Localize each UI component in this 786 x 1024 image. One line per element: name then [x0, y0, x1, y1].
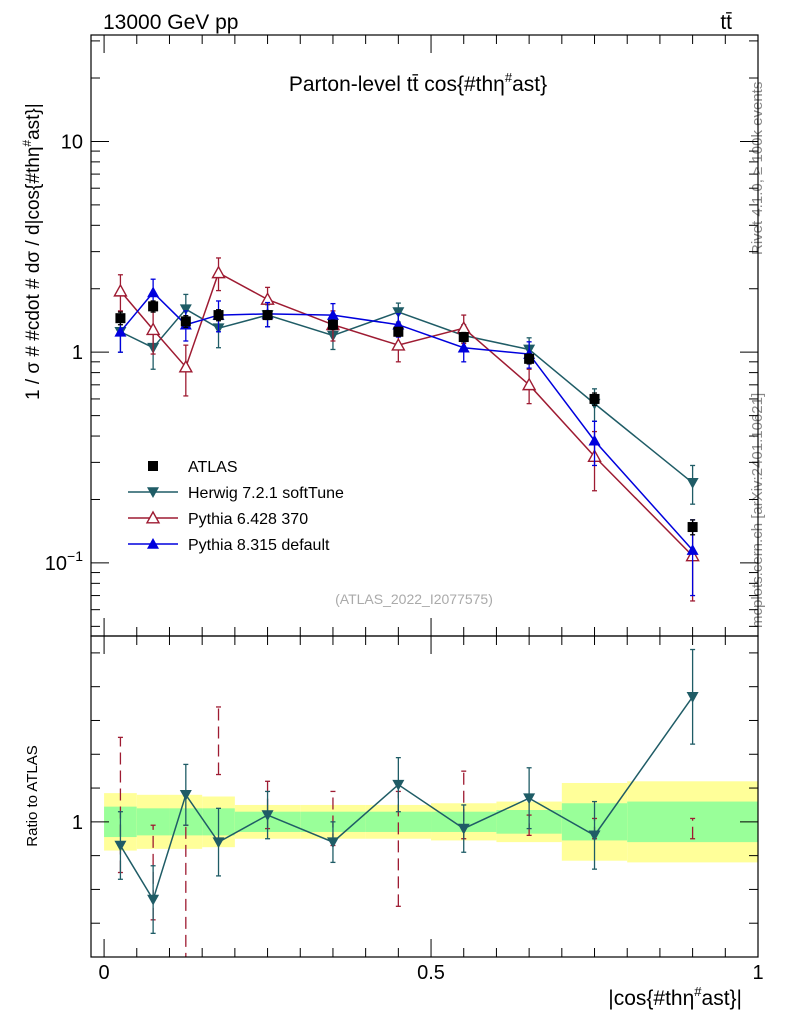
- data-point: [686, 544, 699, 555]
- y-tick-label: 10: [61, 131, 83, 153]
- legend-marker: [145, 510, 161, 524]
- stat-uncertainty-band: [136, 808, 170, 836]
- data-point: [686, 477, 699, 489]
- ratio-frame: [90, 635, 759, 958]
- main-panel: 10−1 1 10 Parton-level tt̄ cos{#thη#ast} 1…: [20, 34, 759, 637]
- legend-item: Herwig 7.2.1 softTune: [128, 485, 344, 502]
- data-point: [262, 310, 273, 321]
- legend-item: Pythia 6.428 370: [128, 510, 308, 528]
- legend-item: Pythia 8.315 default: [128, 537, 330, 554]
- data-point: [114, 840, 127, 852]
- legend-label: Pythia 6.428 370: [188, 511, 308, 528]
- data-point: [588, 434, 601, 446]
- data-point: [180, 316, 191, 327]
- series-line: [120, 308, 694, 484]
- x-tick-label: 1: [752, 962, 763, 984]
- main-y-axis-label: 1 / σ # #cdot # dσ / d|cos{#thη#ast}|: [20, 103, 44, 400]
- data-point: [458, 332, 469, 343]
- data-point: [113, 283, 128, 297]
- data-point: [147, 286, 160, 298]
- ratio-panel: 1 0 0.5 1 Ratio to ATLAS |cos{#thη#ast}|: [24, 635, 764, 1010]
- data-point: [148, 301, 159, 312]
- data-point: [391, 337, 406, 351]
- data-point: [326, 837, 339, 849]
- data-point: [521, 377, 537, 391]
- analysis-id: (ATLAS_2022_I2077575): [335, 591, 493, 607]
- data-point: [211, 265, 226, 279]
- legend: ATLAS Herwig 7.2.1 softTune Pythia 6.428 3…: [128, 459, 344, 554]
- data-point: [457, 823, 470, 835]
- data-point: [178, 359, 194, 373]
- data-point: [147, 894, 160, 906]
- series-atlas: [115, 300, 698, 536]
- data-point: [326, 309, 339, 320]
- ratio-y-axis-label: Ratio to ATLAS: [24, 745, 41, 846]
- legend-label: Herwig 7.2.1 softTune: [188, 485, 344, 502]
- data-point: [213, 310, 224, 321]
- data-point: [212, 837, 225, 849]
- data-point: [456, 320, 471, 334]
- data-point: [588, 830, 601, 842]
- data-point: [145, 322, 161, 336]
- ratio-series-herwig-7-2-1-softtune: [114, 648, 699, 934]
- data-point: [687, 522, 698, 533]
- legend-marker: [148, 461, 158, 471]
- legend-marker: [147, 487, 159, 498]
- data-point: [261, 810, 274, 822]
- data-point: [179, 304, 192, 316]
- y-tick-label: 10−1: [45, 548, 83, 575]
- legend-marker: [147, 538, 159, 549]
- stat-uncertainty-band: [365, 811, 432, 832]
- energy-label: 13000 GeV pp: [103, 11, 238, 34]
- x-tick-label: 0.5: [417, 962, 445, 984]
- data-point: [523, 793, 536, 805]
- legend-label: Pythia 8.315 default: [188, 537, 330, 554]
- data-point: [115, 313, 126, 324]
- data-point: [392, 307, 405, 319]
- data-point: [524, 353, 535, 364]
- data-point: [589, 393, 600, 404]
- data-point: [686, 692, 699, 703]
- data-point: [392, 779, 405, 791]
- data-point: [114, 325, 127, 337]
- main-title: Parton-level tt̄ cos{#thη#ast}: [289, 70, 547, 96]
- legend-label: ATLAS: [188, 459, 238, 476]
- x-tick-label: 0: [99, 962, 110, 984]
- y-tick-label: 1: [72, 812, 83, 834]
- data-point: [179, 790, 192, 801]
- process-label: tt̄: [720, 11, 732, 34]
- y-tick-label: 1: [72, 342, 83, 364]
- data-point: [457, 341, 470, 353]
- legend-item: ATLAS: [148, 459, 238, 476]
- data-point: [327, 319, 338, 330]
- x-axis-label: |cos{#thη#ast}|: [608, 984, 742, 1010]
- data-point: [393, 326, 404, 337]
